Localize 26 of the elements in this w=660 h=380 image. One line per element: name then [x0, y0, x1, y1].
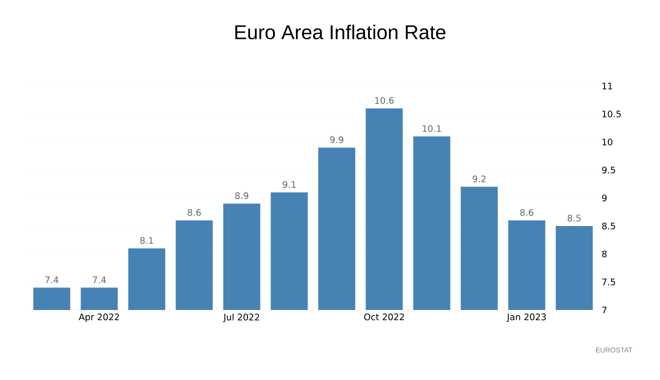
y-tick-label: 11: [602, 82, 612, 90]
data-label: 8.9: [235, 192, 248, 200]
data-label: 7.4: [45, 276, 58, 284]
x-tick-label: Jul 2022: [223, 314, 260, 322]
y-tick-label: 7.5: [602, 278, 616, 286]
data-label: 9.2: [472, 175, 486, 182]
x-tick-label: Apr 2022: [78, 314, 119, 322]
x-tick-label: Oct 2022: [364, 314, 404, 320]
data-label: 9.1: [282, 181, 296, 188]
chart-title: Euro Area Inflation Rate: [235, 24, 446, 40]
y-tick-label: 7: [602, 306, 606, 314]
data-label: 10.1: [422, 125, 441, 132]
x-tick-label: Jan 2023: [506, 314, 546, 322]
data-label: 9.9: [330, 136, 344, 144]
y-tick-label: 9: [602, 194, 607, 202]
data-label: 8.6: [188, 209, 201, 216]
y-tick-label: 10: [602, 138, 612, 146]
data-label: 10.6: [375, 97, 394, 104]
y-tick-label: 9.5: [602, 166, 616, 174]
data-label: 8.6: [520, 209, 534, 216]
y-tick-label: 8: [602, 250, 607, 258]
y-tick-label: 8.5: [602, 222, 616, 230]
y-tick-label: 10.5: [602, 110, 621, 118]
data-label: 7.4: [92, 276, 106, 284]
data-label: 8.1: [140, 237, 154, 244]
data-label: 8.5: [568, 214, 581, 222]
